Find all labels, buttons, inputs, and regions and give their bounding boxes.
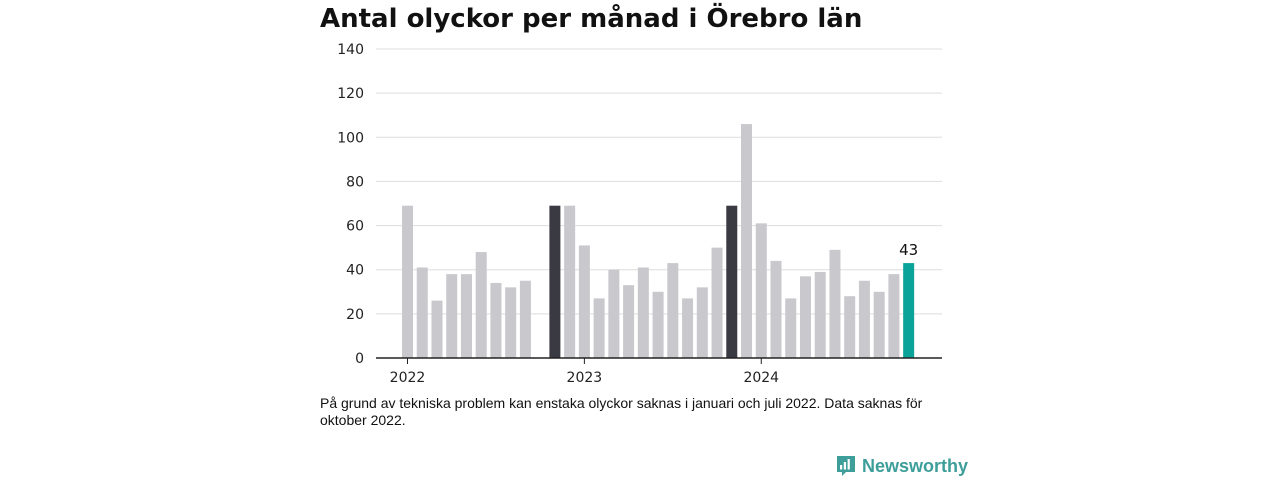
bar xyxy=(564,205,576,358)
bar xyxy=(711,247,723,358)
bar-highlighted xyxy=(726,205,738,358)
brand-name: Newsworthy xyxy=(862,455,969,476)
data-labels: 43 xyxy=(899,241,918,259)
bar xyxy=(431,300,443,358)
y-tick-label: 20 xyxy=(346,307,364,323)
bar xyxy=(505,287,517,358)
data-label: 43 xyxy=(899,241,918,259)
x-tick-label: 2022 xyxy=(390,370,426,386)
bar-chart-logo-icon xyxy=(837,456,855,476)
bar xyxy=(578,245,590,358)
bar xyxy=(652,291,664,358)
y-tick-label: 60 xyxy=(346,219,364,235)
x-tick-label: 2023 xyxy=(567,370,603,386)
footnote: På grund av tekniska problem kan enstaka… xyxy=(320,395,923,428)
bar-highlighted xyxy=(549,205,561,358)
bar xyxy=(799,276,811,358)
bar xyxy=(696,287,708,358)
y-axis-ticks: 0 20 40 60 80 100 120 140 xyxy=(337,42,364,367)
bar xyxy=(446,274,458,358)
bars xyxy=(402,124,915,359)
bar xyxy=(741,124,753,359)
bar xyxy=(623,285,635,358)
y-tick-label: 80 xyxy=(346,174,364,190)
bar xyxy=(682,298,694,358)
bar xyxy=(608,269,620,358)
y-tick-label: 40 xyxy=(346,263,364,279)
bar xyxy=(829,249,841,358)
bar xyxy=(490,282,502,358)
bar xyxy=(844,296,856,358)
bar xyxy=(402,205,413,358)
bar xyxy=(667,263,679,358)
y-tick-label: 0 xyxy=(355,351,364,367)
y-tick-label: 100 xyxy=(337,130,364,146)
bar xyxy=(475,252,487,358)
chart-title: Antal olyckor per månad i Örebro län xyxy=(320,4,863,34)
bar-chart: 0 20 40 60 80 100 120 140 43 2022 2023 2024 xyxy=(337,42,942,386)
x-tick-label: 2024 xyxy=(743,370,779,386)
bar xyxy=(770,260,782,358)
bar xyxy=(755,223,767,358)
bar xyxy=(416,267,428,358)
x-axis-ticks: 2022 2023 2024 xyxy=(390,358,779,386)
bar-current xyxy=(903,263,915,358)
grid-lines xyxy=(376,48,942,315)
bar xyxy=(637,267,649,358)
bar xyxy=(873,291,885,358)
brand-logo: Newsworthy xyxy=(835,454,968,478)
bar xyxy=(593,298,605,358)
bar xyxy=(785,298,797,358)
bar xyxy=(814,271,826,358)
bar xyxy=(519,280,531,358)
bar xyxy=(858,280,870,358)
y-tick-label: 140 xyxy=(337,42,364,58)
bar xyxy=(460,274,472,358)
bar xyxy=(888,274,900,358)
y-tick-label: 120 xyxy=(337,86,364,102)
